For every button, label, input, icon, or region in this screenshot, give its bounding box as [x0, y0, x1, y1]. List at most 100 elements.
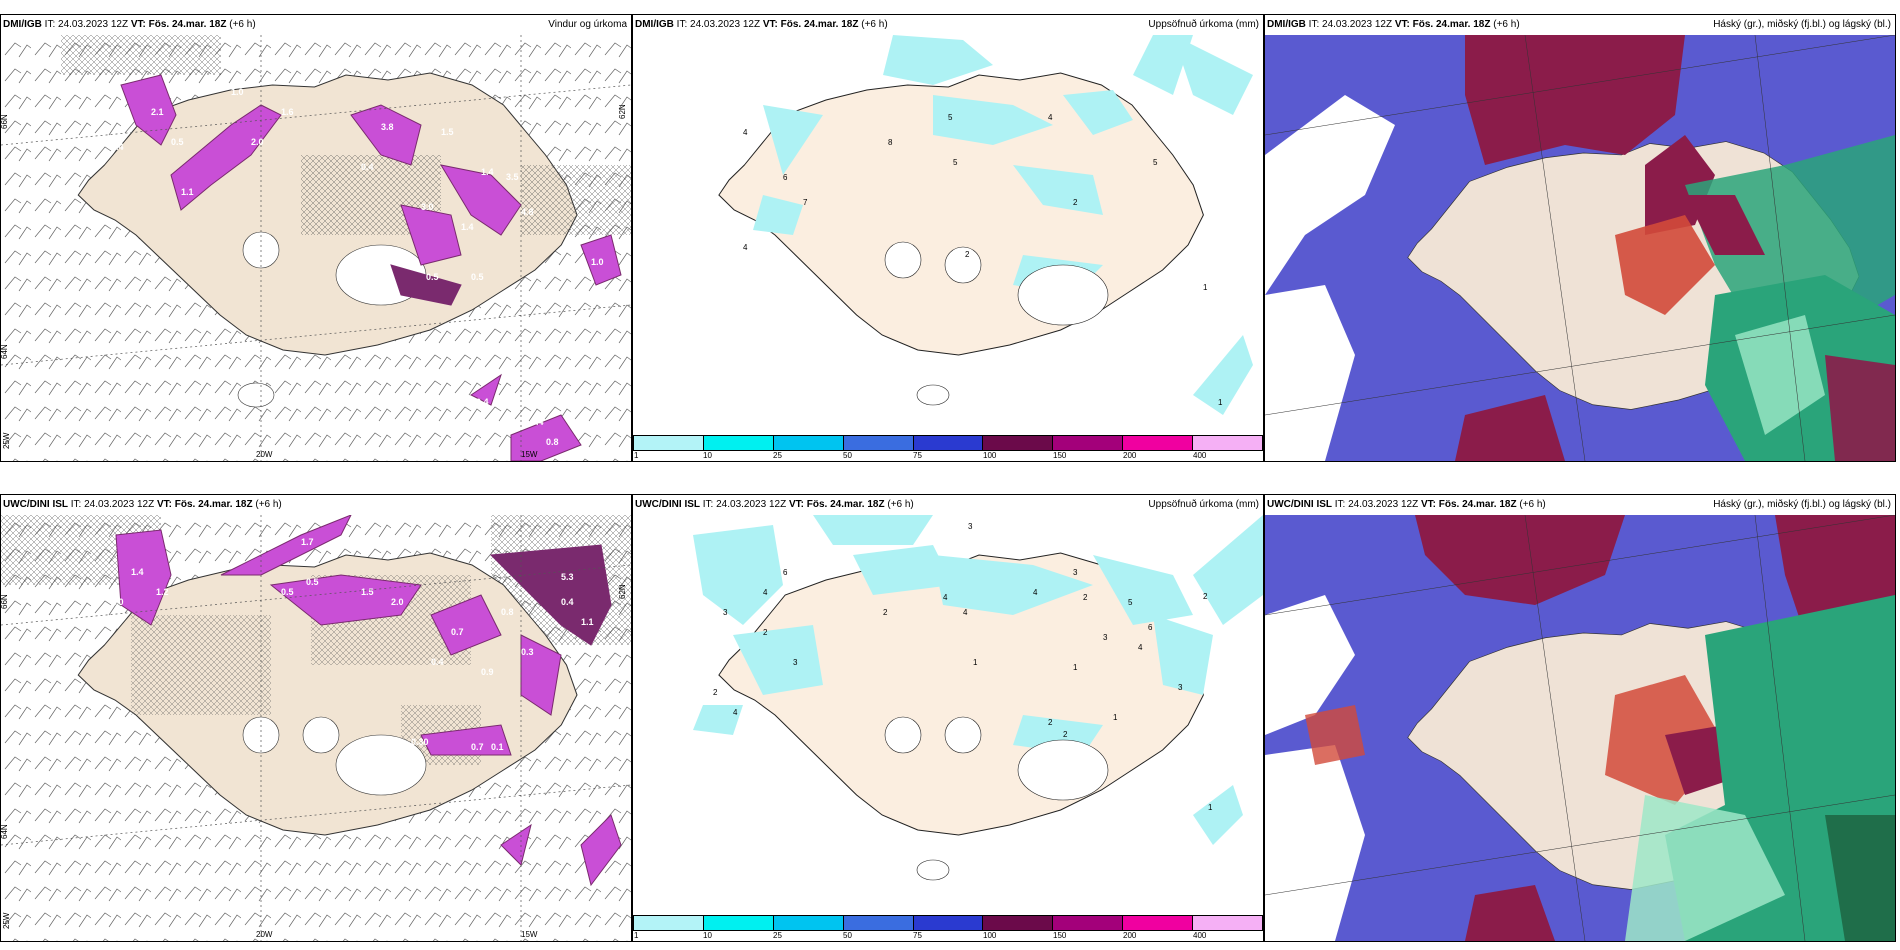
value-label: 0.5 [281, 587, 294, 597]
colorbar-tick: 1 [634, 451, 639, 460]
colorbar-swatch [1053, 915, 1124, 931]
valid-time-label: VT: [788, 499, 804, 510]
value-label: 6 [783, 173, 788, 182]
value-label: 2 [763, 628, 768, 637]
colorbar-tick: 100 [983, 931, 997, 940]
panel-header: UWC/DINI ISL IT: 24.03.2023 12Z VT: Fös.… [633, 495, 1263, 515]
value-label: 3 [1103, 633, 1108, 642]
colorbar-tick: 75 [913, 451, 922, 460]
value-label: 6 [783, 568, 788, 577]
value-label: 6 [1148, 623, 1153, 632]
value-label: 1.4 [461, 222, 474, 232]
value-label: 4 [1048, 113, 1053, 122]
init-time: IT: 24.03.2023 12Z [702, 499, 787, 510]
value-label: 3.0 [421, 202, 434, 212]
panel-wind-precip-uwc: UWC/DINI ISL IT: 24.03.2023 12Z VT: Fös.… [0, 494, 632, 942]
value-label: 4 [1138, 643, 1143, 652]
colorbar-swatch [1123, 435, 1194, 451]
value-label: 3.5 [506, 172, 519, 182]
value-label: 1.5 [441, 127, 454, 137]
value-label: 1.5 [361, 587, 374, 597]
lon-label: 15W [521, 930, 538, 939]
value-label: 5 [1128, 598, 1133, 607]
colorbar-tick: 1 [634, 931, 639, 940]
panel-title: Vindur og úrkoma [548, 19, 627, 30]
colorbar-swatch [703, 915, 774, 931]
lead-time: (+6 h) [1493, 19, 1520, 30]
valid-time: Fös. 24.mar. 18Z [1438, 499, 1517, 510]
colorbar-swatch [843, 435, 914, 451]
colorbar-tick: 200 [1123, 451, 1137, 460]
value-label: 5 [1153, 158, 1158, 167]
value-label: 2 [1073, 198, 1078, 207]
value-label: 0.8 [501, 607, 514, 617]
value-label: 2 [1083, 593, 1088, 602]
wind-precip-map: 2.1 1.4 1.1 2.0 1.6 3.8 1.5 1.4 3.0 3.5 … [1, 35, 631, 461]
panel-title: Háský (gr.), miðský (fj.bl.) og lágský (… [1713, 499, 1891, 510]
colorbar: 1 10 25 50 75 100 150 200 400 [633, 433, 1263, 461]
value-label: 1 [973, 658, 978, 667]
colorbar-tick: 150 [1053, 931, 1067, 940]
value-label: 0.7 [471, 742, 484, 752]
colorbar-tick: 50 [843, 451, 852, 460]
value-label: 4 [943, 593, 948, 602]
lead-time: (+6 h) [229, 19, 256, 30]
colorbar-swatch [773, 915, 844, 931]
lat-label: 64N [1, 344, 9, 359]
panel-header: UWC/DINI ISL IT: 24.03.2023 12Z VT: Fös.… [1265, 495, 1895, 515]
value-label: 4 [733, 708, 738, 717]
value-label: 5.3 [561, 572, 574, 582]
colorbar-swatch [1193, 915, 1263, 931]
lead-time: (+6 h) [887, 499, 914, 510]
colorbar-tick: 25 [773, 451, 782, 460]
colorbar-tick: 200 [1123, 931, 1137, 940]
colorbar-tick: 25 [773, 931, 782, 940]
lat-label: 66N [1, 114, 9, 129]
init-time: IT: 24.03.2023 12Z [70, 499, 155, 510]
lon-label: 15W [521, 450, 538, 459]
value-label: 2 [965, 250, 970, 259]
panel-header: DMI/IGB IT: 24.03.2023 12Z VT: Fös. 24.m… [1, 15, 631, 35]
colorbar: 1 10 25 50 75 100 150 200 400 [633, 913, 1263, 941]
lat-label: 64N [1, 824, 9, 839]
value-label: 1.4 [111, 142, 124, 152]
value-label: 3 [1178, 683, 1183, 692]
lead-time: (+6 h) [1519, 499, 1546, 510]
panel-wind-precip-dmi: DMI/IGB IT: 24.03.2023 12Z VT: Fös. 24.m… [0, 14, 632, 462]
colorbar-cells [633, 915, 1263, 931]
colorbar-tick: 100 [983, 451, 997, 460]
cloud-cover-map [1265, 515, 1895, 941]
value-label: 2 [1048, 718, 1053, 727]
value-label: 0.4 [476, 397, 489, 407]
value-label: 0.5 [426, 272, 439, 282]
model-source: DMI/IGB [3, 19, 42, 30]
colorbar-tick: 10 [703, 931, 712, 940]
value-label: 0.9 [481, 667, 494, 677]
value-label: 3.8 [381, 122, 394, 132]
wind-precip-map: 1.7 0.5 1.4 1.2 5.3 0.4 1.1 1.0 0.5 1.5 … [1, 515, 631, 941]
colorbar-swatch [1193, 435, 1263, 451]
value-label: 1.4 [131, 567, 144, 577]
value-label: 4 [963, 608, 968, 617]
value-label: 3 [723, 608, 728, 617]
value-label: 3 [968, 522, 973, 531]
valid-time-label: VT: [156, 499, 172, 510]
colorbar-swatch [1053, 435, 1124, 451]
accum-precip-map: 3 6 4 3 2 3 2 4 4 4 3 2 5 6 2 4 3 1 1 2 … [693, 515, 1263, 881]
init-time: IT: 24.03.2023 12Z [676, 19, 761, 30]
valid-time: Fös. 24.mar. 18Z [806, 499, 885, 510]
value-label: 1 [1203, 283, 1208, 292]
panel-header: UWC/DINI ISL IT: 24.03.2023 12Z VT: Fös.… [1, 495, 631, 515]
colorbar-tick: 150 [1053, 451, 1067, 460]
value-label: 0.4 [431, 657, 444, 667]
lon-label: 20W [256, 450, 273, 459]
value-label: 5 [953, 158, 958, 167]
value-label: 2.1 [151, 107, 164, 117]
valid-time: Fös. 24.mar. 18Z [174, 499, 253, 510]
colorbar-swatch [773, 435, 844, 451]
value-label: 0.5 [471, 272, 484, 282]
panel-header: DMI/IGB IT: 24.03.2023 12Z VT: Fös. 24.m… [633, 15, 1263, 35]
colorbar-tick: 400 [1193, 451, 1207, 460]
value-label: 4 [1033, 588, 1038, 597]
init-time: IT: 24.03.2023 12Z [44, 19, 129, 30]
